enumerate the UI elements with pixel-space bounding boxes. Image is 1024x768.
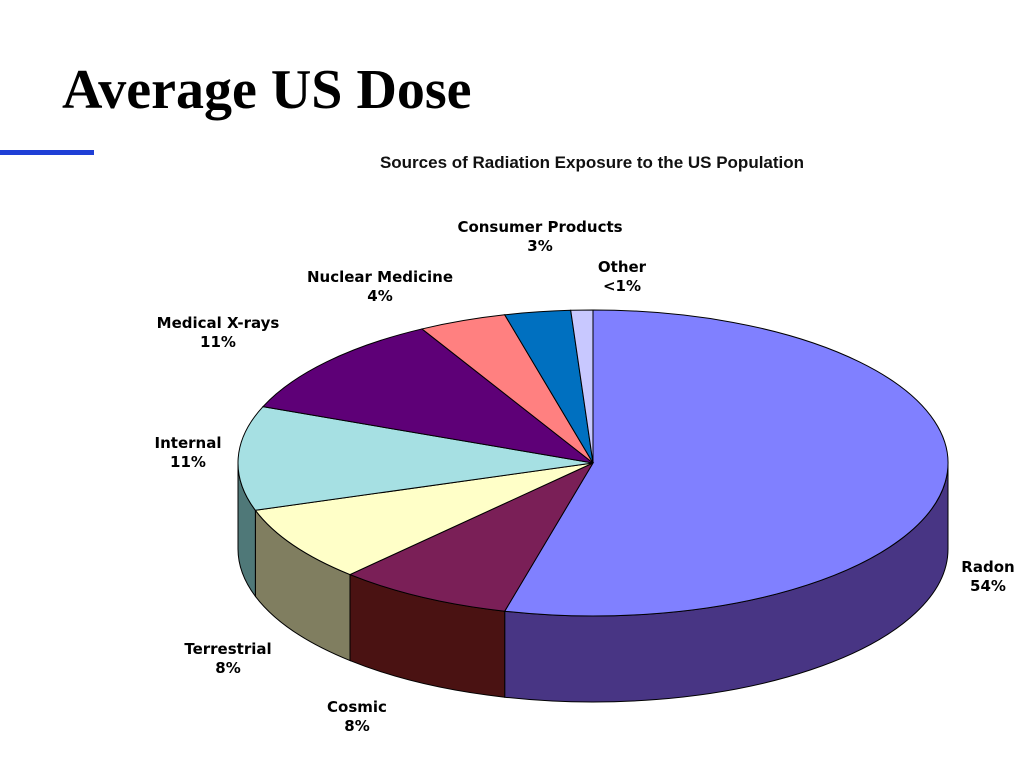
slice-value-cosmic: 8% <box>344 717 369 735</box>
slice-label-cosmic: Cosmic <box>327 698 387 716</box>
slide-title: Average US Dose <box>62 59 472 121</box>
slice-value-nuclear-medicine: 4% <box>367 287 392 305</box>
slice-label-radon: Radon <box>961 558 1014 576</box>
slice-value-consumer-products: 3% <box>527 237 552 255</box>
slice-labels: Radon54%Cosmic8%Terrestrial8%Internal11%… <box>155 218 1015 735</box>
slice-label-consumer-products: Consumer Products <box>457 218 622 236</box>
title-accent-rule <box>0 150 94 155</box>
slice-internal <box>237 406 594 511</box>
slice-value-terrestrial: 8% <box>215 659 240 677</box>
pie-sides <box>237 462 949 703</box>
slice-label-nuclear-medicine: Nuclear Medicine <box>307 268 453 286</box>
slice-value-medical-x-rays: 11% <box>200 333 236 351</box>
slice-cosmic <box>348 461 595 612</box>
slice-label-internal: Internal <box>155 434 222 452</box>
slice-value-radon: 54% <box>970 577 1006 595</box>
slice-value-other: <1% <box>603 277 641 295</box>
chart-title: Sources of Radiation Exposure to the US … <box>380 153 804 172</box>
slice-medical-x-rays <box>261 328 594 464</box>
pie-slices <box>237 309 949 617</box>
slice-radon <box>503 309 949 617</box>
slice-terrestrial <box>254 462 594 576</box>
slice-value-internal: 11% <box>170 453 206 471</box>
slice-label-medical-x-rays: Medical X-rays <box>157 314 280 332</box>
slice-other <box>570 309 594 464</box>
slice-label-other: Other <box>598 258 647 276</box>
slice-label-terrestrial: Terrestrial <box>184 640 271 658</box>
